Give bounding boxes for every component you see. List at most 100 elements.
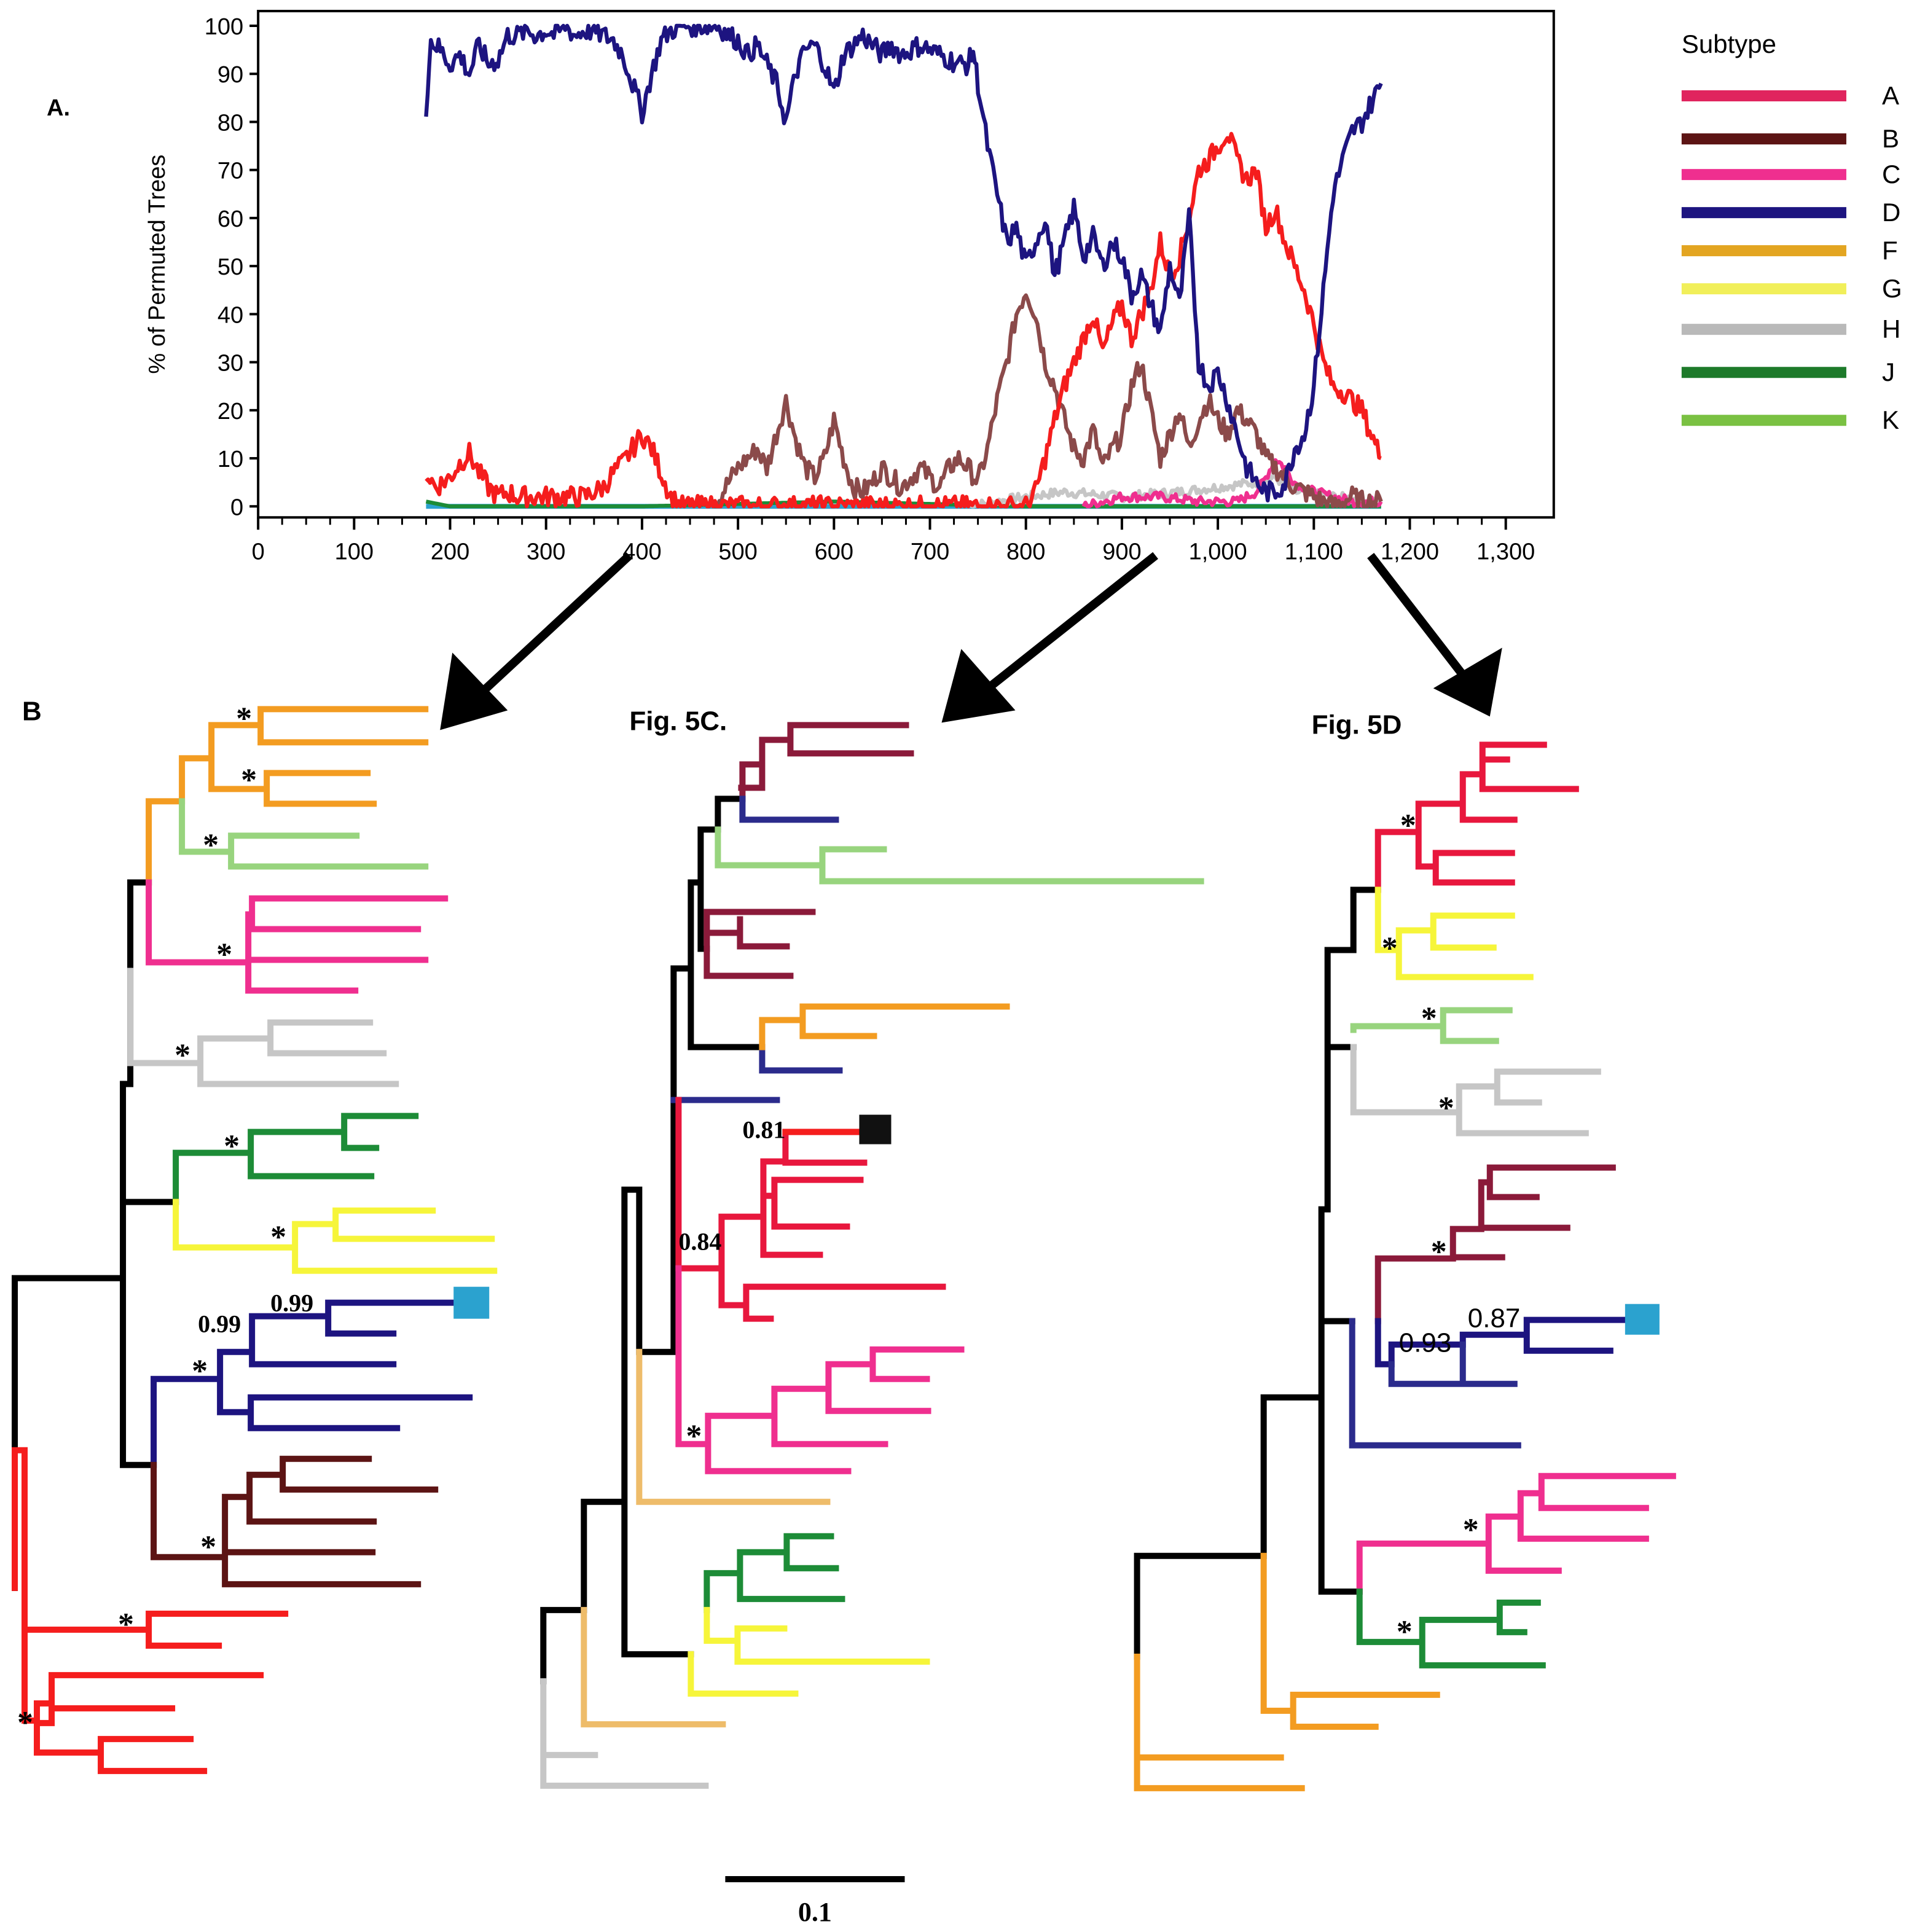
support-label: 0.87 (1468, 1304, 1521, 1334)
legend-label-G: G (1882, 274, 1902, 303)
support-label: * (118, 1607, 134, 1642)
series-line-B (713, 293, 1383, 509)
x-tick-label: 700 (911, 539, 949, 565)
tree-d-subtype-A (1374, 741, 1579, 893)
tree-d-subtype-G (1374, 886, 1534, 980)
plot-frame (257, 10, 1555, 519)
tree-d-subtype-D (1374, 1316, 1626, 1367)
bootscan-chart: A. % of Permuted Trees 0 10 20 30 40 50 60 70 80… (47, 10, 1902, 565)
tree-b-subtype-G (173, 1199, 498, 1274)
tree-c-support-labels: 0.81 0.84 * (678, 1116, 785, 1454)
y-tick-label: 30 (218, 351, 243, 377)
support-label: 0.99 (270, 1289, 313, 1317)
tree-c-subtype-J (704, 1533, 845, 1613)
support-label: 0.84 (678, 1228, 721, 1256)
panel-c-label: Fig. 5C. (629, 706, 727, 736)
tree-d-backbone (1134, 886, 1381, 1660)
support-label: * (1421, 1001, 1437, 1036)
tree-c-subtype-F-light (581, 1348, 831, 1727)
legend-label-H: H (1882, 315, 1900, 343)
tree-b-support-labels: * * * * * * * 0.99 0.99 * * * * (17, 701, 313, 1740)
series-layer (424, 23, 1383, 509)
y-tick-label: 60 (218, 206, 243, 232)
x-tick-label: 1,100 (1285, 539, 1343, 565)
y-tick-label: 100 (205, 14, 243, 40)
support-label: * (203, 827, 219, 862)
tree-d-subtype-J (1356, 1588, 1546, 1668)
support-label: * (686, 1419, 702, 1454)
support-label: * (270, 1220, 286, 1255)
tree-c-subtype-G (688, 1606, 930, 1697)
support-label: * (174, 1038, 190, 1073)
legend-label-B: B (1882, 124, 1899, 153)
y-tick-label: 70 (218, 158, 243, 184)
y-axis-ticks: 0 10 20 30 40 50 60 70 80 90 100 (205, 14, 259, 520)
tree-c-subtype-D (670, 796, 843, 1103)
tree-b-subtype-A (12, 1447, 289, 1774)
panel-d-label: Fig. 5D (1312, 710, 1402, 740)
panel-a-label: A. (47, 95, 70, 121)
x-tick-label: 0 (252, 539, 265, 565)
x-tick-label: 900 (1102, 539, 1141, 565)
support-label: * (192, 1354, 208, 1389)
tree-c-subtype-K (715, 826, 1204, 885)
tree-b-subtype-H (127, 968, 399, 1087)
legend-label-D: D (1882, 198, 1900, 227)
series-line-A (425, 131, 1382, 509)
y-tick-label: 0 (230, 495, 243, 520)
support-label: 0.99 (198, 1310, 241, 1338)
tree-b-subtype-B (151, 1455, 439, 1587)
series-line-J (425, 499, 1381, 509)
support-label: * (241, 762, 257, 797)
support-label: * (216, 937, 232, 972)
arrow-right (1367, 553, 1502, 717)
panel-b-label: B (22, 696, 42, 726)
query-marker-square-black (859, 1114, 892, 1144)
legend-label-A: A (1882, 81, 1899, 110)
tree-d-subtype-K (1350, 1007, 1513, 1044)
y-tick-label: 20 (218, 399, 243, 424)
support-label: 0.93 (1399, 1328, 1452, 1358)
x-tick-label: 300 (527, 539, 565, 565)
legend-title: Subtype (1682, 29, 1776, 58)
support-label: * (17, 1705, 33, 1740)
x-axis-ticks: 0 100 200 300 400 500 600 700 800 900 1,000 1,100 1,… (252, 517, 1535, 565)
support-label: 0.81 (742, 1116, 785, 1144)
tree-b (12, 706, 498, 1774)
scale-bar: 0.1 (725, 1875, 905, 1927)
tree-c-subtype-B (704, 722, 914, 979)
tree-c-subtype-C (675, 1265, 965, 1474)
tree-d-subtype-H (1350, 1044, 1601, 1136)
tree-d-subtype-C (1356, 1472, 1676, 1595)
tree-b-subtype-F (146, 706, 429, 886)
tree-d-subtype-F (1134, 1552, 1440, 1791)
legend-label-C: C (1882, 160, 1900, 189)
tree-b-subtype-K (179, 798, 429, 870)
legend-label-K: K (1882, 405, 1899, 434)
support-label: * (236, 701, 252, 736)
y-tick-label: 10 (218, 447, 243, 472)
x-tick-label: 800 (1006, 539, 1045, 565)
support-label: * (224, 1129, 240, 1164)
tree-d-subtype-B (1374, 1164, 1616, 1324)
tree-c-subtype-H (540, 1678, 709, 1789)
tree-c-subtype-F (759, 1003, 1010, 1050)
tree-b-subtype-J (173, 1113, 419, 1205)
scale-bar-label: 0.1 (798, 1897, 832, 1927)
tree-d-support-labels: * * * * * 0.93 0.87 * * (1382, 808, 1521, 1649)
tree-b-subtype-C (146, 879, 449, 994)
support-label: * (1400, 808, 1416, 843)
support-label: * (1382, 931, 1398, 966)
tree-c (540, 722, 1204, 1789)
x-tick-label: 600 (815, 539, 853, 565)
tree-b-subtype-D (151, 1299, 473, 1468)
arrows (440, 552, 1502, 730)
y-tick-label: 80 (218, 110, 243, 136)
legend-label-J: J (1882, 358, 1895, 386)
y-tick-label: 40 (218, 302, 243, 328)
arrow-middle (941, 552, 1158, 723)
tree-d (1134, 741, 1676, 1791)
